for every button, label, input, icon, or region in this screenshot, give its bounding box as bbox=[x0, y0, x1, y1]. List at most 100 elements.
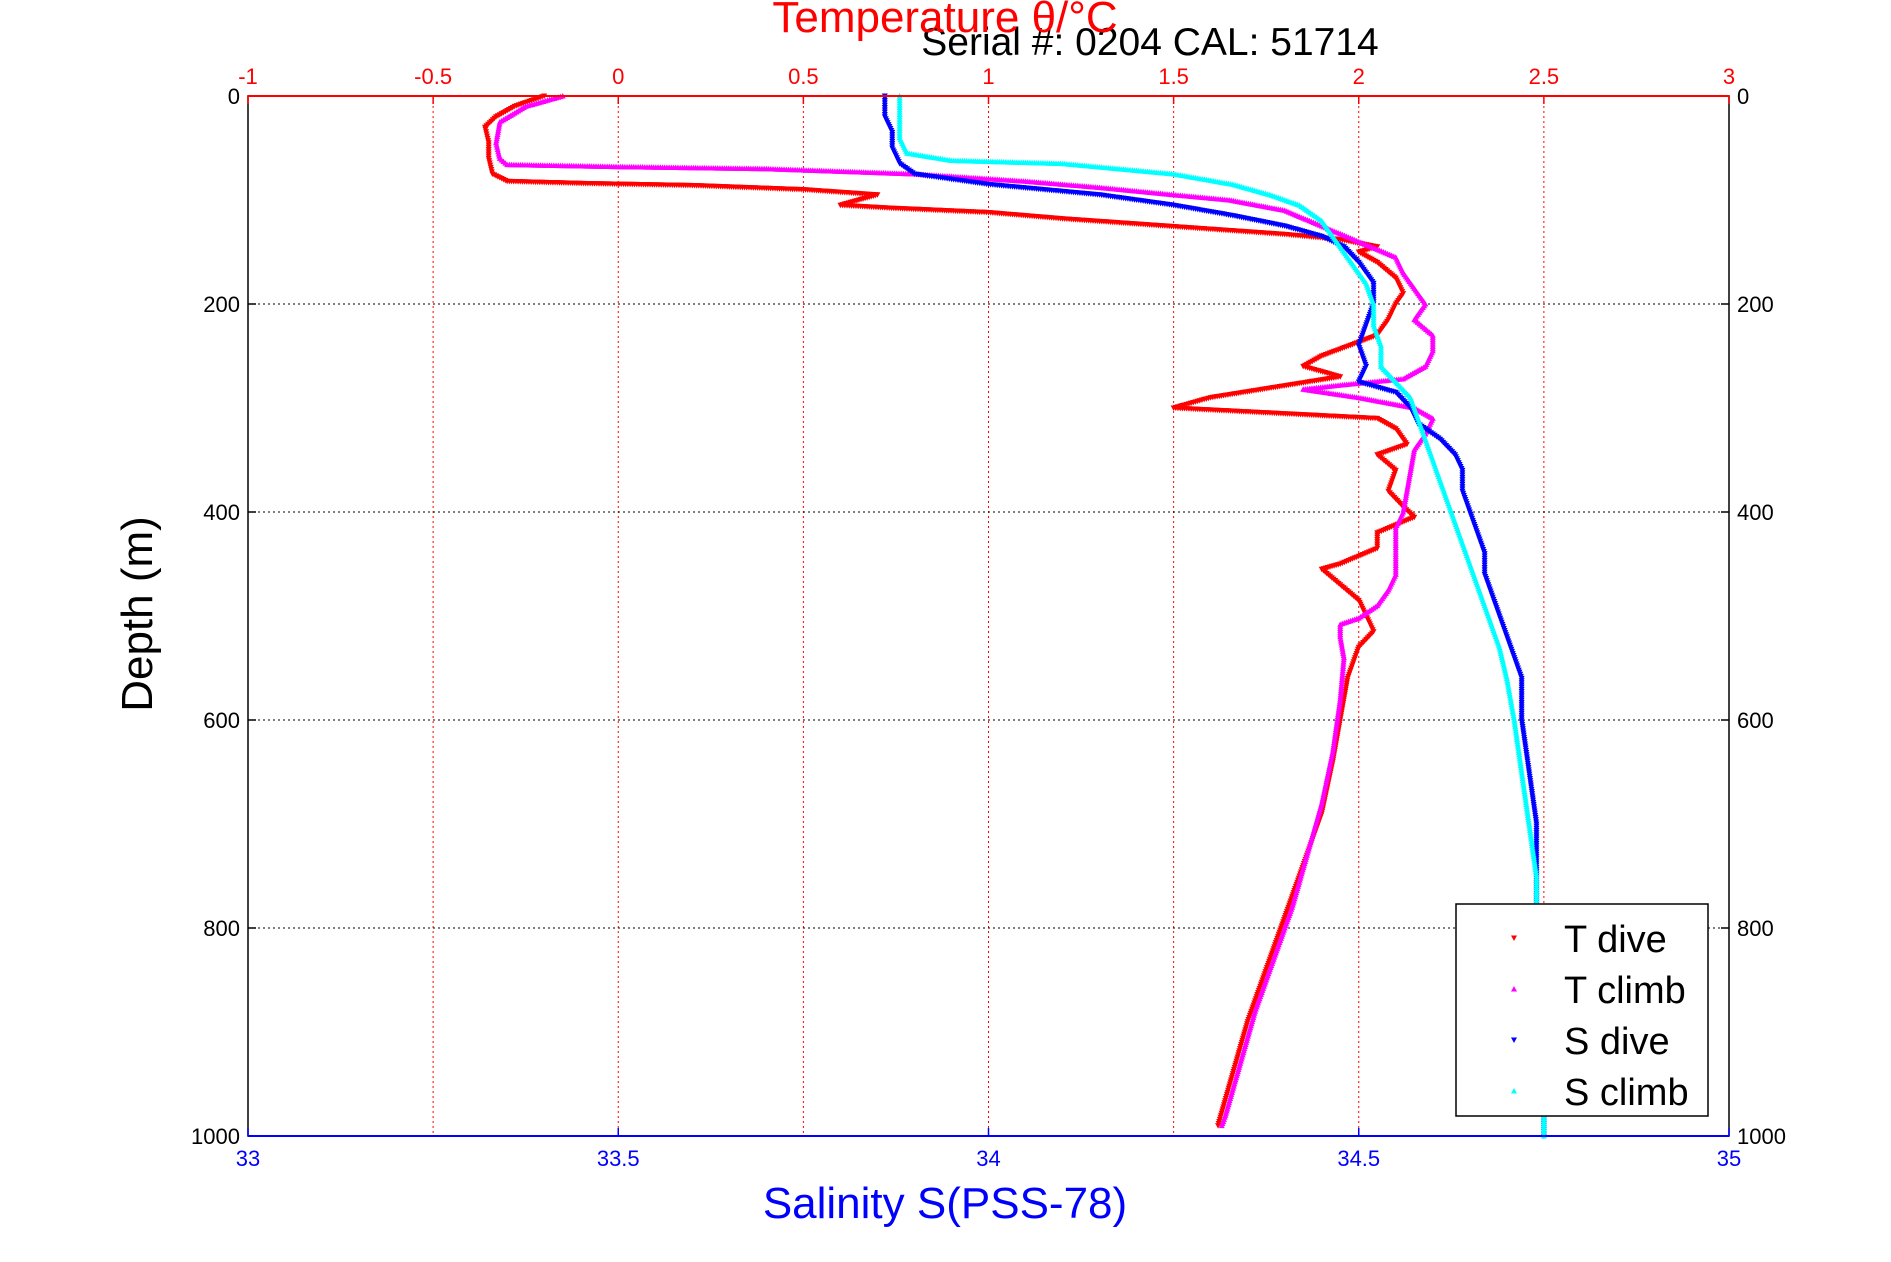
data-point bbox=[1338, 640, 1345, 646]
top-tick-label: -0.5 bbox=[414, 64, 452, 89]
legend-marker bbox=[1511, 986, 1517, 992]
data-point bbox=[1215, 1123, 1222, 1129]
left-tick-label: 1000 bbox=[191, 1124, 240, 1149]
data-point bbox=[1406, 473, 1413, 480]
series-s-climb bbox=[896, 93, 1547, 1139]
top-tick-label: -1 bbox=[238, 64, 258, 89]
data-point bbox=[496, 119, 503, 125]
data-point bbox=[1400, 504, 1407, 511]
data-point bbox=[1339, 648, 1346, 654]
data-point bbox=[1407, 465, 1414, 471]
data-point bbox=[1339, 646, 1346, 652]
left-tick-label: 400 bbox=[203, 500, 240, 525]
data-point bbox=[1402, 496, 1409, 503]
data-point bbox=[1338, 642, 1345, 648]
data-point bbox=[1409, 454, 1416, 461]
data-point bbox=[496, 123, 503, 129]
data-point bbox=[1339, 644, 1346, 650]
data-point bbox=[1410, 450, 1417, 457]
data-point bbox=[1408, 461, 1415, 467]
data-point bbox=[1340, 652, 1347, 659]
data-point bbox=[1409, 459, 1416, 465]
data-point bbox=[1405, 477, 1412, 484]
series-t-climb bbox=[493, 93, 1436, 1129]
data-point bbox=[1507, 697, 1514, 703]
top-tick-label: 1.5 bbox=[1158, 64, 1189, 89]
data-point bbox=[1337, 637, 1344, 644]
data-point bbox=[495, 127, 502, 133]
data-point bbox=[494, 133, 501, 140]
data-point bbox=[1340, 650, 1347, 656]
bottom-tick-label: 35 bbox=[1717, 1146, 1741, 1171]
data-point bbox=[1506, 688, 1513, 695]
data-point bbox=[1509, 708, 1516, 714]
data-point bbox=[1401, 500, 1408, 507]
data-point bbox=[1404, 486, 1411, 492]
bottom-tick-label: 33 bbox=[236, 1146, 260, 1171]
data-point bbox=[1411, 446, 1418, 453]
left-tick-label: 0 bbox=[228, 84, 240, 109]
top-tick-label: 0 bbox=[612, 64, 624, 89]
data-point bbox=[1508, 701, 1515, 708]
data-point bbox=[1510, 714, 1517, 721]
data-point bbox=[1510, 710, 1517, 716]
top-tick-label: 1 bbox=[982, 64, 994, 89]
data-point bbox=[1337, 633, 1344, 640]
data-point bbox=[495, 125, 502, 131]
data-point bbox=[1409, 457, 1416, 463]
legend-marker bbox=[1511, 1037, 1517, 1043]
right-tick-label: 800 bbox=[1737, 916, 1774, 941]
top-tick-label: 0.5 bbox=[788, 64, 819, 89]
data-point bbox=[1407, 469, 1414, 475]
data-point bbox=[1507, 695, 1514, 701]
data-point bbox=[1406, 475, 1413, 482]
top-axis-title: Temperature θ/°C bbox=[772, 0, 1117, 42]
right-tick-label: 1000 bbox=[1737, 1124, 1786, 1149]
data-point bbox=[496, 121, 503, 127]
legend-marker bbox=[1511, 935, 1517, 941]
top-tick-label: 2.5 bbox=[1529, 64, 1560, 89]
right-tick-label: 400 bbox=[1737, 500, 1774, 525]
data-point bbox=[1403, 490, 1410, 496]
data-point bbox=[1503, 675, 1510, 681]
data-point bbox=[1510, 712, 1517, 719]
bottom-tick-label: 34.5 bbox=[1337, 1146, 1380, 1171]
data-point bbox=[1505, 681, 1512, 688]
data-point bbox=[1400, 506, 1407, 513]
data-point bbox=[1402, 494, 1409, 500]
serial-info: Serial #: 0204 CAL: 51714 bbox=[921, 21, 1379, 64]
data-point bbox=[1504, 679, 1511, 686]
legend-label: T climb bbox=[1564, 970, 1686, 1012]
data-point bbox=[1404, 481, 1411, 488]
legend-label: T dive bbox=[1564, 919, 1667, 961]
series-s-dive bbox=[881, 93, 1547, 1139]
data-point bbox=[1407, 467, 1414, 473]
data-point bbox=[1505, 686, 1512, 692]
data-point bbox=[1508, 699, 1515, 705]
data-point bbox=[1401, 502, 1408, 509]
data-point bbox=[493, 137, 500, 144]
legend-label: S dive bbox=[1564, 1021, 1670, 1063]
data-point bbox=[1408, 463, 1415, 469]
left-tick-label: 800 bbox=[203, 916, 240, 941]
data-point bbox=[1504, 677, 1511, 684]
data-point bbox=[1403, 492, 1410, 498]
data-point bbox=[1506, 692, 1513, 699]
data-point bbox=[1402, 498, 1409, 505]
series-t-dive bbox=[481, 93, 1418, 1129]
right-tick-label: 0 bbox=[1737, 84, 1749, 109]
data-point bbox=[1505, 684, 1512, 690]
bottom-axis-title: Salinity S(PSS-78) bbox=[763, 1179, 1127, 1228]
right-tick-label: 200 bbox=[1737, 292, 1774, 317]
bottom-tick-label: 33.5 bbox=[597, 1146, 640, 1171]
data-layer bbox=[481, 93, 1547, 1139]
legend-label: S climb bbox=[1564, 1072, 1689, 1114]
right-tick-label: 600 bbox=[1737, 708, 1774, 733]
y-axis-title: Depth (m) bbox=[113, 516, 162, 712]
data-point bbox=[1405, 479, 1412, 486]
data-point bbox=[1506, 690, 1513, 697]
data-point bbox=[1218, 1122, 1225, 1129]
data-point bbox=[494, 131, 501, 137]
data-point bbox=[1337, 635, 1344, 642]
